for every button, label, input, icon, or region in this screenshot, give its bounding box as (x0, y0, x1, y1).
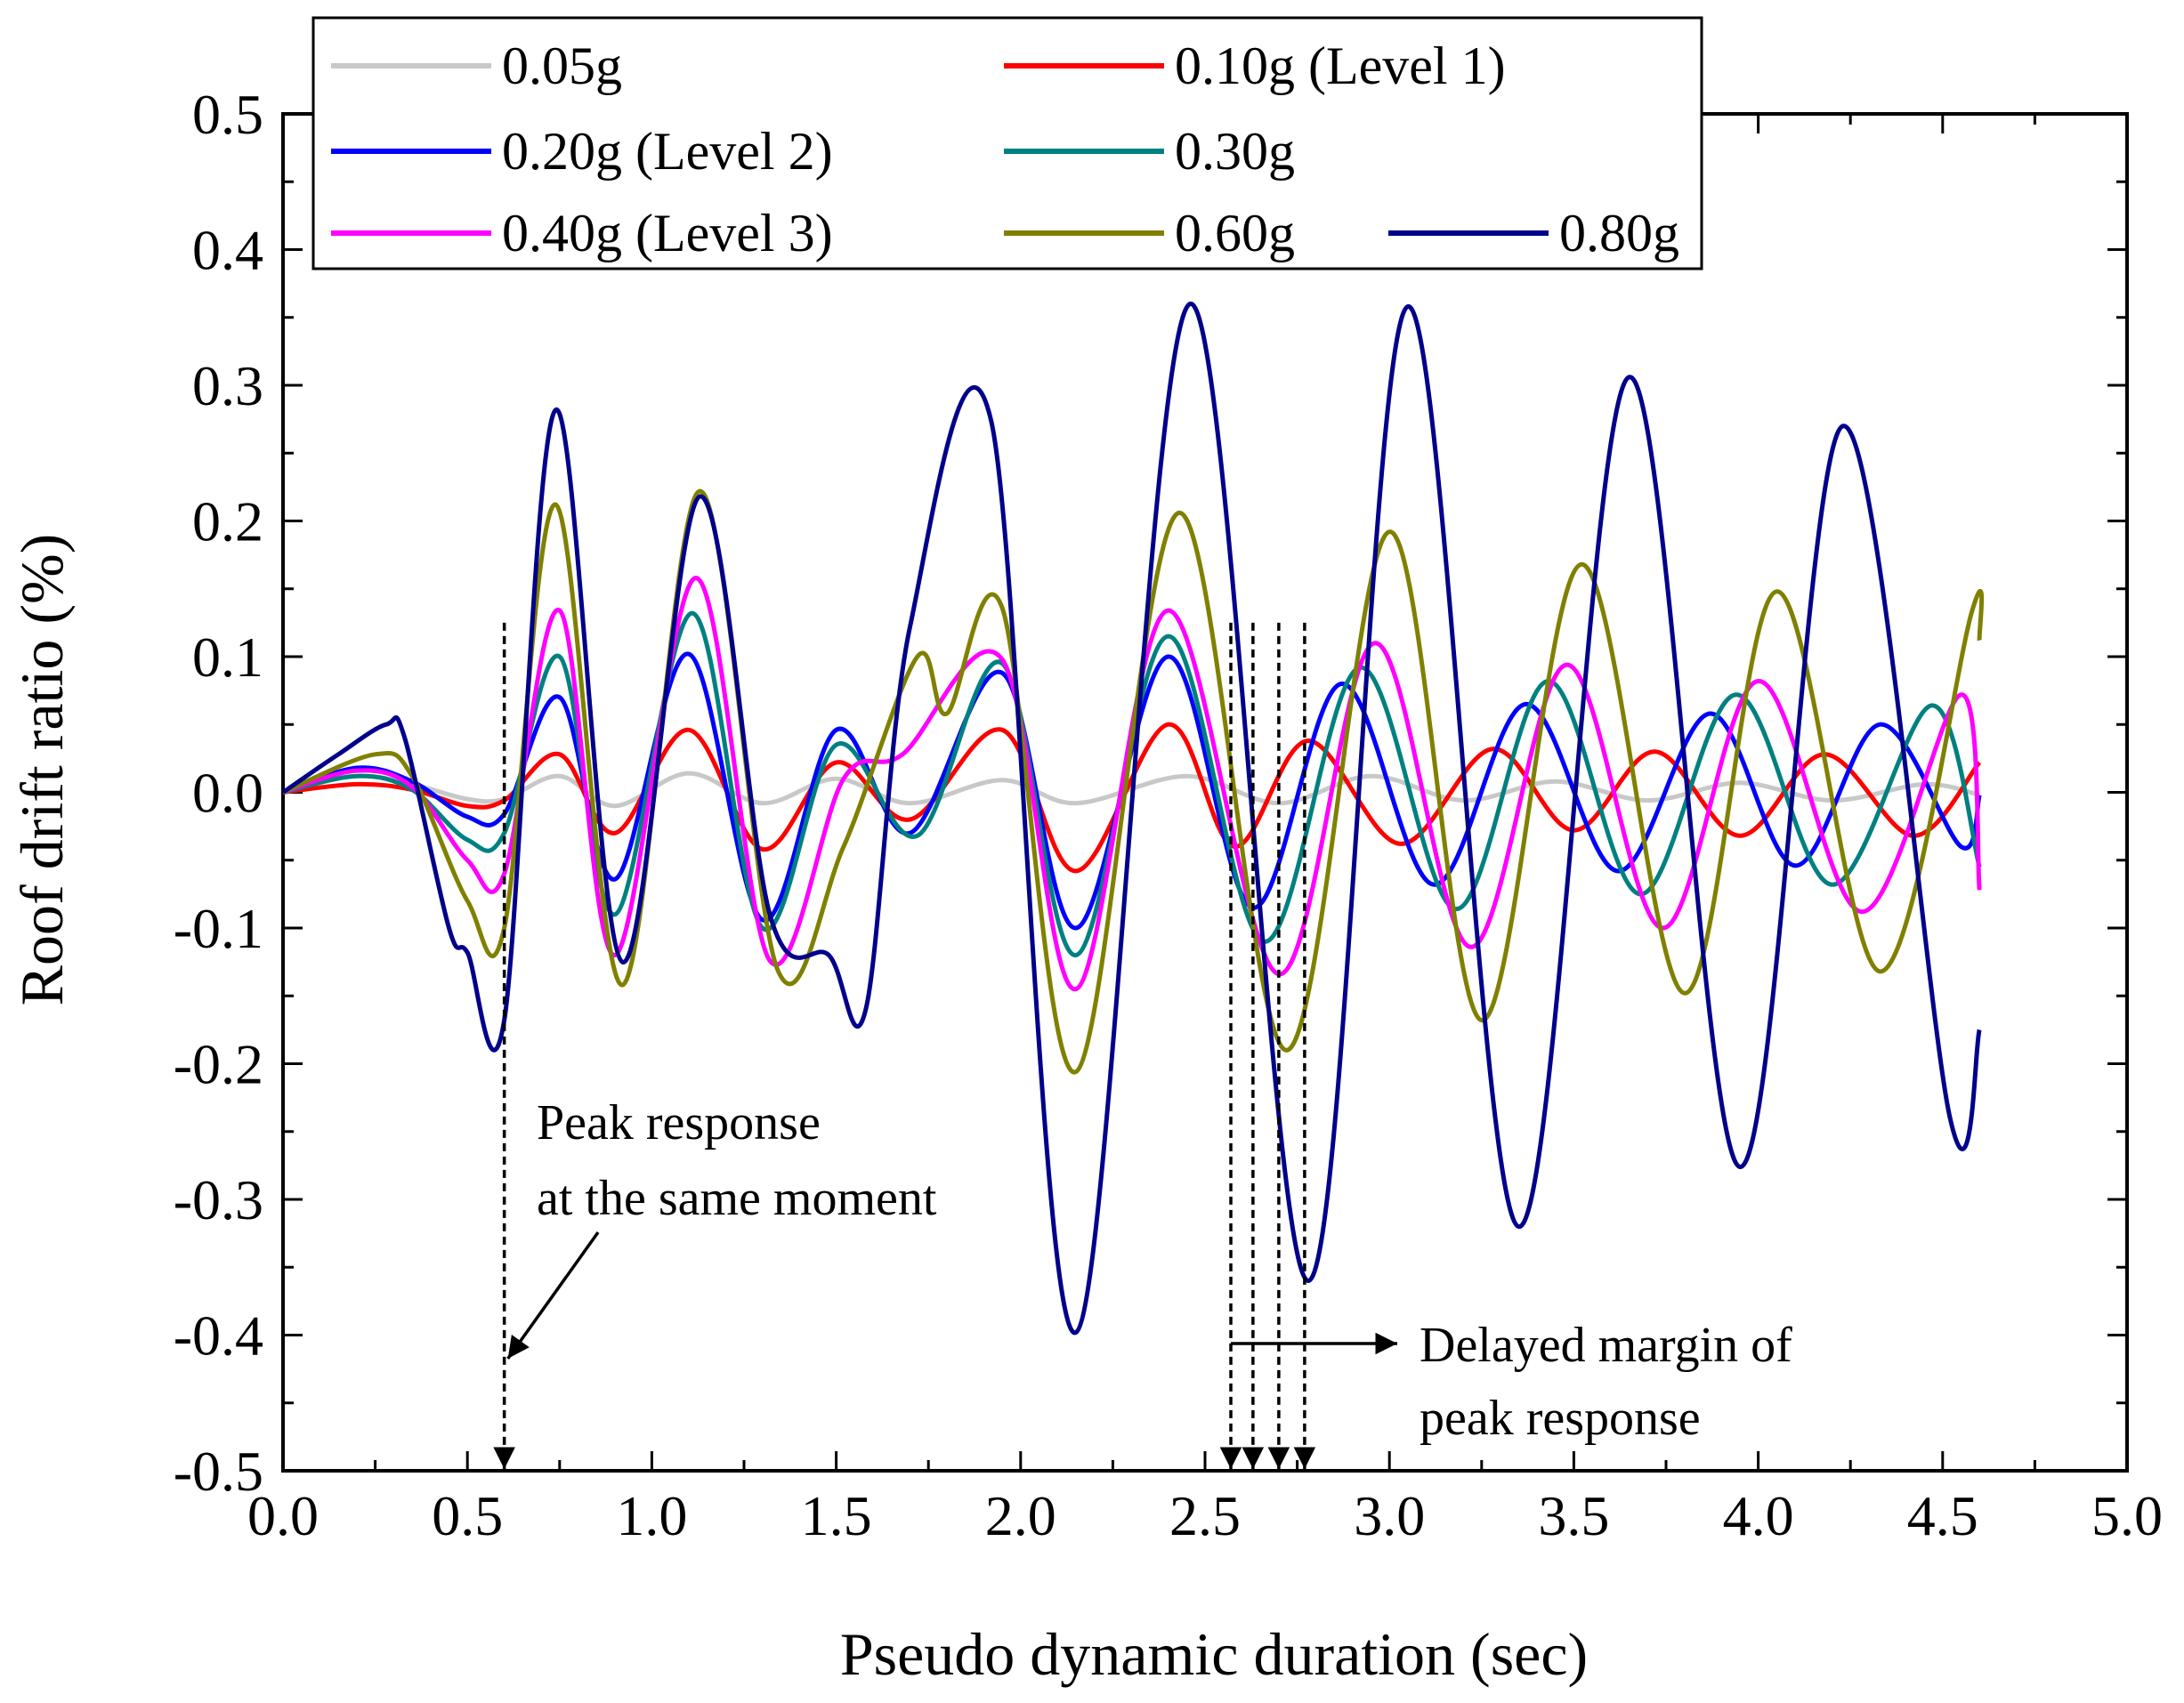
y-tick-label: -0.2 (174, 1033, 263, 1096)
legend-label: 0.80g (1559, 204, 1679, 262)
legend-label: 0.10g (Level 1) (1175, 36, 1506, 95)
x-tick-label: 2.0 (985, 1484, 1056, 1547)
legend-box (311, 16, 1703, 270)
annotation-peak-line-1: Peak response (537, 1095, 821, 1150)
x-tick-label: 0.0 (247, 1484, 319, 1547)
legend: 0.05g 0.10g (Level 1) 0.20g (Level 2) 0.30g… (311, 16, 1703, 270)
series-line-0-20g-level-2- (282, 651, 1982, 931)
series-line-0-10g-level-1- (282, 722, 1982, 874)
legend-label: 0.30g (1175, 122, 1295, 181)
x-axis-title: Pseudo dynamic duration (sec) (840, 1620, 1588, 1688)
legend-label: 0.20g (Level 2) (502, 122, 833, 181)
legend-label: 0.40g (Level 3) (502, 204, 833, 262)
y-tick-label: -0.4 (174, 1304, 263, 1368)
y-tick-label: -0.3 (174, 1168, 263, 1231)
series-line-0-80g (281, 301, 1982, 1336)
legend-label: 0.60g (1175, 204, 1295, 262)
x-tick-label: 5.0 (2091, 1484, 2163, 1547)
y-tick-label: 0.3 (192, 354, 263, 417)
y-tick-label: -0.1 (174, 897, 263, 960)
annotation-delay-line-1: Delayed margin of (1420, 1318, 1792, 1373)
series-line-0-60g (282, 488, 1985, 1075)
x-tick-label: 1.5 (801, 1484, 872, 1547)
annotation-delay-line-2: peak response (1420, 1391, 1701, 1446)
y-axis-title: Roof drift ratio (%) (8, 534, 76, 1006)
y-tick-label: -0.5 (174, 1440, 263, 1503)
legend-label: 0.05g (502, 36, 622, 95)
x-tick-label: 4.0 (1723, 1484, 1794, 1547)
y-tick-label: 0.1 (192, 626, 263, 689)
series-layer (281, 301, 1985, 1336)
annotation-layer (493, 622, 1397, 1469)
x-tick-label: 1.0 (616, 1484, 687, 1547)
peak-pointer-arrow (506, 1231, 600, 1360)
axis-ticks: 0.0 0.5 1.0 1.5 2.0 2.5 3.0 3.5 4.0 4.5 5.00.50.40… (174, 83, 2163, 1547)
series-line-0-30g (282, 610, 1982, 957)
x-tick-label: 4.5 (1907, 1484, 1978, 1547)
y-tick-label: 0.5 (192, 83, 263, 146)
annotation-peak-line-2: at the same moment (537, 1171, 937, 1226)
x-tick-label: 2.5 (1169, 1484, 1241, 1547)
y-tick-label: 0.4 (192, 219, 263, 282)
y-tick-label: 0.2 (192, 490, 263, 553)
x-tick-label: 0.5 (432, 1484, 503, 1547)
x-tick-label: 3.5 (1538, 1484, 1609, 1547)
y-tick-label: 0.0 (192, 762, 263, 825)
x-tick-label: 3.0 (1354, 1484, 1425, 1547)
